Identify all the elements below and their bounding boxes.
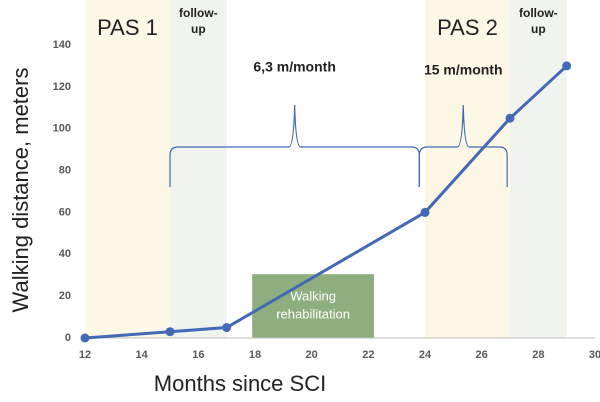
phase-label: up	[191, 22, 206, 36]
brace	[169, 104, 420, 187]
x-axis-label: Months since SCI	[154, 371, 326, 396]
series-line	[84, 64, 568, 340]
x-tick-label: 26	[476, 349, 488, 361]
phase-band	[510, 0, 567, 338]
phase-label: follow-	[179, 6, 218, 20]
phase-band	[85, 0, 170, 338]
rate-label: 15 m/month	[424, 62, 503, 78]
phase-label: follow-	[519, 6, 558, 20]
x-tick-label: 22	[362, 349, 374, 361]
phase-band	[425, 0, 510, 338]
phase-label: up	[531, 22, 546, 36]
data-point	[562, 61, 572, 71]
x-tick-label: 16	[192, 349, 204, 361]
phase-band	[170, 0, 227, 338]
rate-label: 6,3 m/month	[253, 59, 335, 75]
data-point	[505, 113, 515, 123]
x-tick-label: 12	[79, 349, 91, 361]
x-tick-label: 20	[306, 349, 318, 361]
rehab-box	[252, 274, 374, 338]
brace	[418, 104, 508, 187]
rehab-label: Walking	[290, 289, 336, 304]
y-tick-label: 80	[59, 164, 71, 176]
x-tick-label: 18	[249, 349, 261, 361]
data-point	[165, 327, 175, 337]
x-tick-label: 28	[532, 349, 544, 361]
y-tick-label: 140	[53, 39, 71, 51]
y-tick-label: 0	[65, 332, 71, 344]
phase-label: PAS 2	[437, 15, 498, 40]
data-point	[222, 323, 232, 333]
x-tick-label: 14	[136, 349, 149, 361]
y-axis-label: Walking distance, meters	[8, 68, 33, 313]
y-tick-label: 100	[53, 123, 71, 135]
rehab-label: rehabilitation	[276, 307, 350, 322]
data-point	[80, 333, 90, 343]
data-point	[420, 207, 430, 217]
phase-label: PAS 1	[97, 15, 158, 40]
x-tick-label: 24	[419, 349, 432, 361]
y-tick-label: 20	[59, 290, 71, 302]
y-tick-label: 40	[59, 248, 71, 260]
x-tick-label: 30	[589, 349, 600, 361]
y-tick-label: 60	[59, 206, 71, 218]
y-tick-label: 120	[53, 81, 71, 93]
